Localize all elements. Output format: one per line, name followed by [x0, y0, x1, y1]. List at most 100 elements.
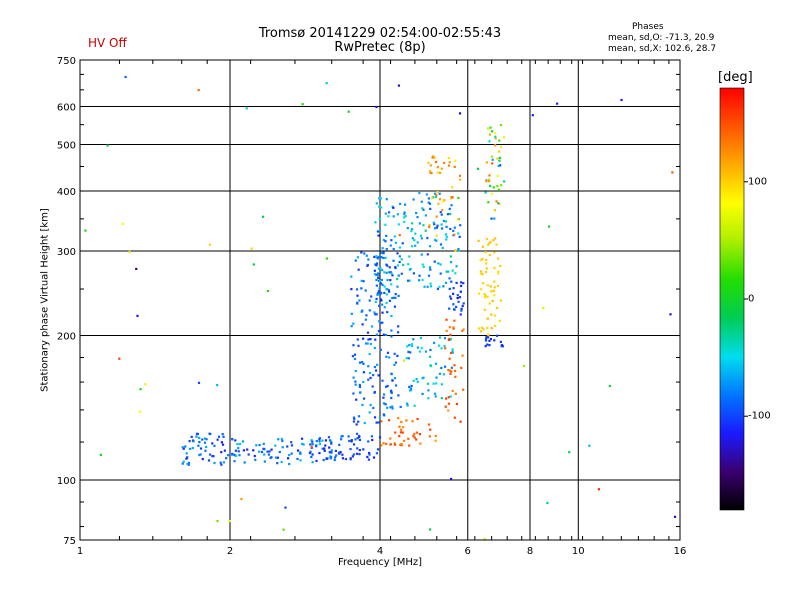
echo-point — [440, 167, 443, 170]
echo-point — [220, 441, 224, 444]
echo-point — [228, 520, 231, 523]
echo-point — [403, 211, 406, 214]
echo-point — [412, 338, 415, 341]
echo-point — [454, 272, 457, 275]
echo-point — [381, 379, 384, 382]
echo-point — [422, 224, 425, 227]
echo-point — [427, 397, 430, 400]
echo-point — [407, 357, 410, 360]
echo-point — [449, 333, 452, 336]
echo-point — [440, 347, 443, 350]
echo-point — [385, 385, 388, 388]
echo-point — [387, 211, 391, 214]
echo-point — [488, 302, 491, 305]
echo-point — [411, 420, 414, 423]
echo-point — [458, 296, 462, 299]
echo-point — [374, 369, 378, 372]
echo-point — [391, 405, 394, 408]
echo-point — [495, 243, 498, 246]
echo-point — [217, 435, 221, 438]
echo-point — [459, 420, 462, 423]
echo-point — [350, 440, 353, 443]
echo-point — [439, 171, 442, 175]
echo-point — [397, 417, 400, 420]
echo-point — [364, 318, 367, 321]
echo-point — [459, 284, 463, 288]
echo-point — [216, 383, 219, 387]
echo-point — [296, 449, 300, 452]
echo-point — [234, 454, 238, 457]
echo-point — [435, 234, 438, 237]
echo-point — [398, 234, 401, 237]
echo-point — [445, 329, 448, 332]
echo-point — [402, 439, 406, 442]
echo-point — [404, 203, 407, 206]
echo-point — [454, 249, 457, 252]
echo-point — [220, 451, 223, 454]
echo-point — [406, 279, 410, 282]
echo-point — [341, 453, 344, 456]
echo-point — [498, 139, 501, 142]
echo-point — [415, 378, 418, 381]
echo-point — [428, 224, 431, 227]
echo-point — [397, 84, 401, 87]
echo-point — [356, 338, 359, 341]
echo-point — [211, 442, 214, 445]
echo-point — [327, 436, 331, 439]
echo-point — [373, 269, 376, 272]
echo-point — [432, 341, 436, 344]
echo-point — [436, 224, 439, 227]
echo-point — [370, 295, 373, 298]
echo-point — [182, 447, 185, 450]
echo-point — [381, 311, 384, 314]
echo-point — [393, 376, 397, 380]
echo-point — [494, 137, 497, 140]
echo-point — [459, 290, 462, 293]
echo-point — [449, 395, 452, 398]
echo-point — [388, 266, 391, 269]
echo-point — [205, 438, 208, 441]
echo-point — [394, 293, 397, 296]
echo-point — [380, 444, 383, 447]
echo-point — [435, 382, 438, 385]
echo-point — [462, 302, 465, 305]
echo-point — [436, 287, 440, 290]
echo-point — [458, 174, 462, 177]
echo-point — [270, 448, 273, 451]
echo-point — [349, 447, 352, 451]
echo-point — [421, 392, 424, 396]
echo-point — [375, 421, 378, 424]
echo-point — [367, 258, 370, 261]
echo-point — [188, 439, 191, 443]
echo-point — [310, 443, 313, 446]
echo-point — [499, 184, 503, 187]
echo-point — [384, 256, 387, 259]
echo-point — [135, 267, 138, 271]
echo-point — [410, 344, 414, 348]
echo-point — [378, 436, 382, 439]
echo-point — [490, 155, 494, 158]
echo-point — [300, 437, 304, 440]
echo-point — [432, 221, 435, 224]
y-tick-label: 400 — [57, 187, 76, 198]
echo-point — [393, 363, 396, 367]
echo-point — [498, 156, 502, 159]
echo-point — [488, 339, 491, 343]
echo-point — [410, 384, 413, 388]
echo-point — [362, 397, 366, 400]
echo-point — [496, 157, 499, 160]
echo-point — [281, 446, 284, 449]
echo-point — [424, 229, 427, 232]
echo-point — [481, 272, 484, 276]
echo-point — [497, 257, 500, 260]
x-axis-label: Frequency [MHz] — [337, 557, 423, 568]
echo-point — [276, 462, 279, 465]
echo-point — [388, 356, 391, 359]
echo-point — [189, 447, 192, 451]
echo-point — [375, 254, 378, 258]
echo-point — [453, 308, 456, 311]
echo-point — [428, 245, 432, 248]
echo-point — [221, 433, 224, 436]
echo-point — [390, 314, 393, 318]
echo-point — [490, 192, 494, 195]
